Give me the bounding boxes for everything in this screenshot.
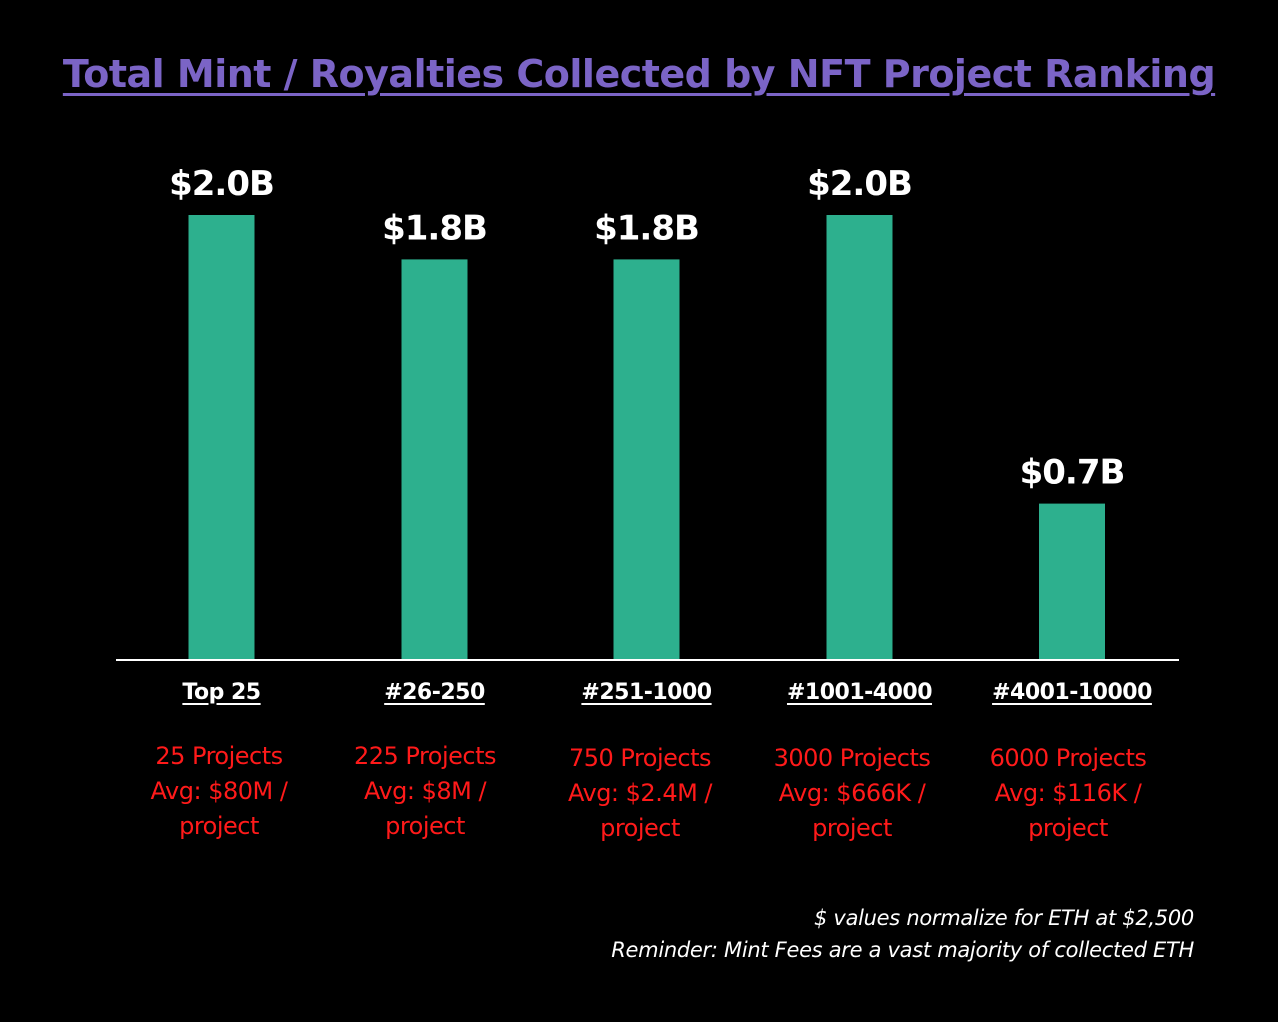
category-note-5: 6000 Projects Avg: $116K / project <box>968 741 1168 846</box>
category-note-line: 6000 Projects <box>989 744 1147 772</box>
bar-4 <box>826 215 893 659</box>
chart-title: Total Mint / Royalties Collected by NFT … <box>62 52 1216 96</box>
category-note-line: 750 Projects <box>568 744 712 772</box>
category-note-line: project <box>812 814 892 842</box>
bar-3 <box>613 259 680 659</box>
category-note-line: project <box>1028 814 1108 842</box>
category-note-1: 25 Projects Avg: $80M / project <box>119 739 319 844</box>
category-note-line: 3000 Projects <box>773 744 931 772</box>
footnote-mint-fees: Reminder: Mint Fees are a vast majority … <box>611 938 1194 962</box>
category-note-3: 750 Projects Avg: $2.4M / project <box>540 741 740 846</box>
category-note-line: 25 Projects <box>155 742 283 770</box>
bar-value-label-1: $2.0B <box>169 164 274 204</box>
category-label-5: #4001-10000 <box>992 680 1152 705</box>
category-note-line: project <box>385 812 465 840</box>
category-label-4: #1001-4000 <box>786 680 933 705</box>
category-label-3: #251-1000 <box>581 680 712 705</box>
category-label-2: #26-250 <box>384 680 485 705</box>
bar-2 <box>401 259 468 659</box>
category-note-line: Avg: $2.4M / <box>567 779 713 807</box>
bar-value-label-5: $0.7B <box>1020 453 1125 493</box>
bar-1 <box>188 215 255 659</box>
category-note-4: 3000 Projects Avg: $666K / project <box>752 741 952 846</box>
bar-value-label-4: $2.0B <box>807 164 912 204</box>
category-note-line: project <box>179 812 259 840</box>
footnote-eth-normalization: $ values normalize for ETH at $2,500 <box>814 906 1194 930</box>
category-note-line: 225 Projects <box>353 742 497 770</box>
category-note-line: project <box>600 814 680 842</box>
category-label-1: Top 25 <box>182 680 261 705</box>
bar-value-label-3: $1.8B <box>594 208 699 248</box>
bar-5 <box>1039 503 1105 659</box>
category-note-line: Avg: $666K / <box>778 779 926 807</box>
bar-value-label-2: $1.8B <box>382 208 487 248</box>
category-note-2: 225 Projects Avg: $8M / project <box>325 739 525 844</box>
category-note-line: Avg: $80M / <box>150 777 288 805</box>
category-note-line: Avg: $116K / <box>994 779 1142 807</box>
category-note-line: Avg: $8M / <box>363 777 487 805</box>
